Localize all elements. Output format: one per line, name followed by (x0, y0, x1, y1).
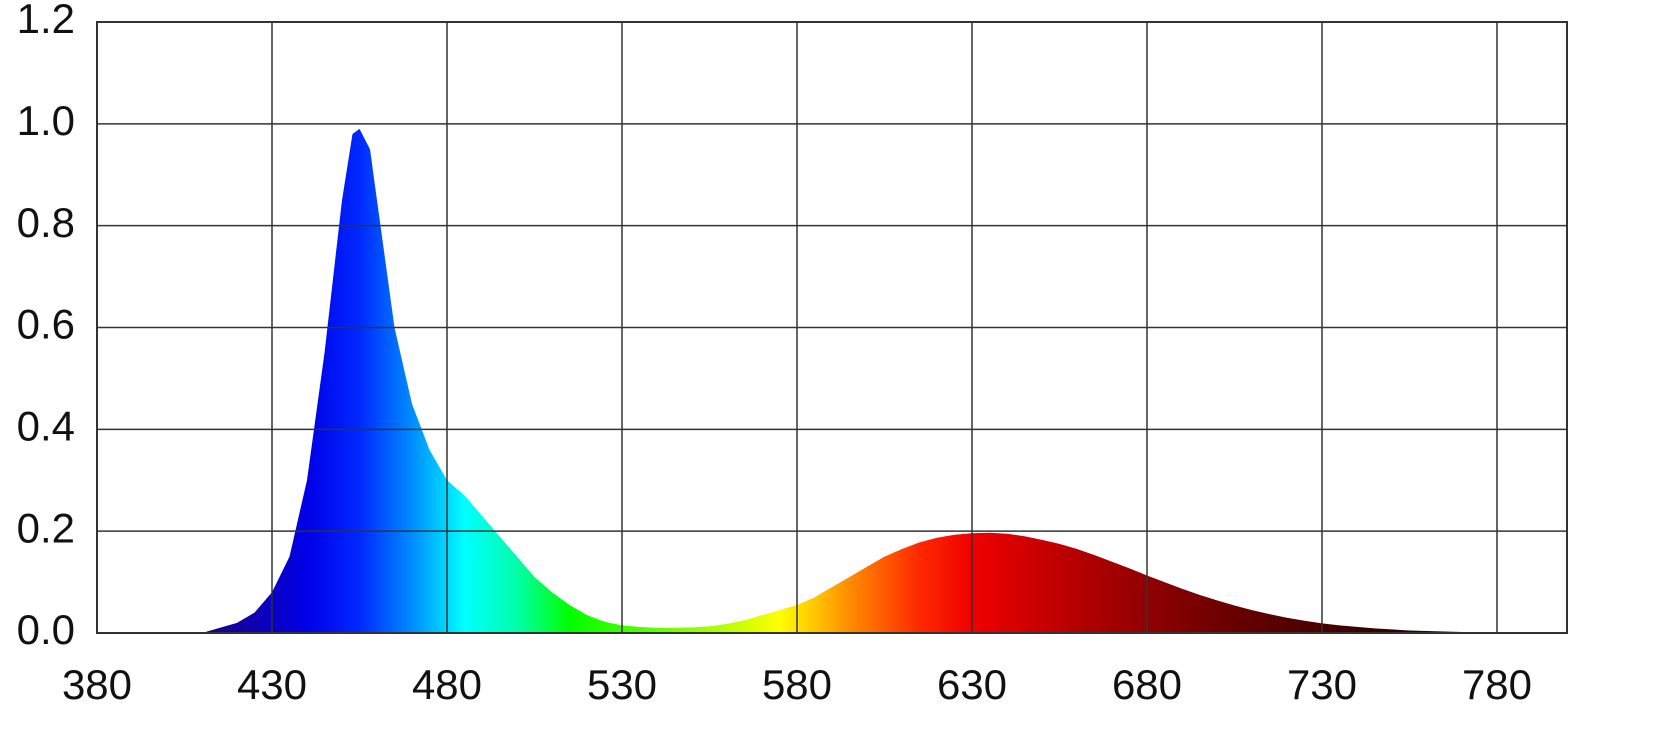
y-tick-label: 0.8 (17, 199, 75, 246)
plot-border (96, 21, 1568, 634)
y-tick-label: 0.0 (17, 606, 75, 653)
y-tick-label: 0.4 (17, 402, 75, 449)
x-tick-label: 530 (587, 661, 657, 708)
x-tick-label: 480 (412, 661, 482, 708)
x-tick-label: 780 (1462, 661, 1532, 708)
x-tick-label: 380 (62, 661, 132, 708)
x-tick-label: 730 (1287, 661, 1357, 708)
x-tick-label: 630 (937, 661, 1007, 708)
y-tick-label: 1.2 (17, 0, 75, 42)
y-tick-label: 0.6 (17, 301, 75, 348)
x-tick-label: 580 (762, 661, 832, 708)
x-tick-label: 430 (237, 661, 307, 708)
y-tick-label: 0.2 (17, 504, 75, 551)
y-tick-label: 1.0 (17, 97, 75, 144)
x-tick-label: 680 (1112, 661, 1182, 708)
spectrum-area (202, 128, 1550, 634)
